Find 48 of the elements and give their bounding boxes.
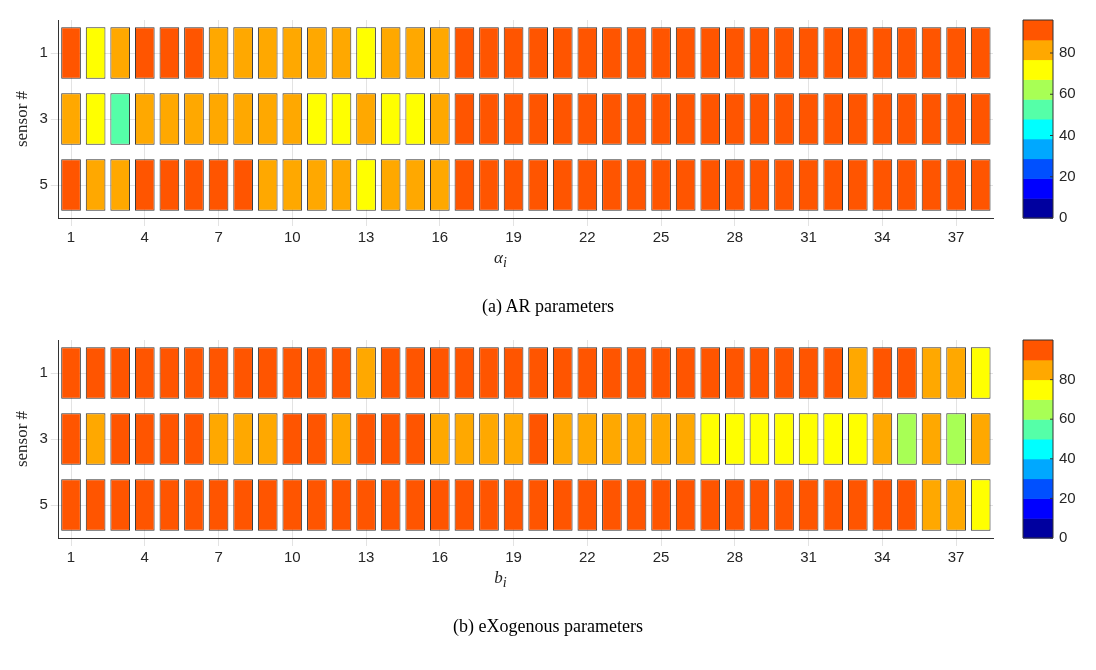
- color-bar-label: 40: [1059, 448, 1076, 466]
- x-tick-label: 4: [140, 548, 149, 566]
- x-tick-label: 7: [214, 228, 223, 246]
- y-tick-label: 5: [39, 495, 48, 513]
- x-tick-label: 34: [874, 228, 891, 246]
- y-axis-title: sensor #: [11, 90, 31, 148]
- x-tick-label: 37: [947, 228, 965, 246]
- x-tick-label: 19: [505, 228, 522, 246]
- x-tick-label: 19: [505, 548, 522, 566]
- x-tick-label: 1: [66, 548, 76, 566]
- color-bar-label: 60: [1059, 409, 1076, 427]
- x-tick-label: 16: [431, 548, 449, 566]
- color-bar-label: 40: [1059, 125, 1076, 143]
- y-tick-label: 3: [39, 429, 48, 447]
- x-tick-label: 31: [800, 548, 817, 566]
- x-tick-label: 4: [140, 228, 149, 246]
- x-tick-label: 25: [652, 228, 670, 246]
- x-tick-label: 13: [357, 548, 375, 566]
- x-tick-label: 16: [431, 228, 449, 246]
- x-tick-label: 13: [357, 228, 375, 246]
- color-bar-label: 0: [1059, 528, 1068, 546]
- color-bar-label: 0: [1059, 208, 1068, 226]
- x-tick-label: 25: [652, 548, 670, 566]
- color-bar-label: 60: [1059, 84, 1076, 102]
- color-bar-label: 80: [1059, 43, 1076, 61]
- x-tick-label: 7: [214, 548, 223, 566]
- y-tick-label: 5: [39, 175, 48, 193]
- x-tick-label: 34: [874, 548, 891, 566]
- color-bar-label: 20: [1059, 166, 1076, 184]
- x-tick-label: 28: [726, 548, 744, 566]
- x-axis-title: α$_{i}$: [493, 248, 508, 272]
- x-tick-label: 10: [283, 228, 301, 246]
- x-tick-label: 31: [800, 228, 817, 246]
- x-tick-label: 1: [66, 228, 76, 246]
- x-tick-label: 10: [283, 548, 301, 566]
- y-tick-label: 1: [39, 363, 48, 381]
- x-tick-label: 28: [726, 228, 744, 246]
- y-axis-title: sensor #: [11, 410, 31, 468]
- y-tick-label: 1: [39, 43, 48, 61]
- x-tick-label: 37: [947, 548, 965, 566]
- x-axis-title: b$_{i}$: [493, 568, 508, 592]
- y-tick-label: 3: [39, 109, 48, 127]
- text: (b) eXogenous parameters: [452, 616, 644, 637]
- color-bar-label: 80: [1059, 369, 1076, 387]
- color-bar-label: 20: [1059, 488, 1076, 506]
- x-tick-label: 22: [578, 548, 596, 566]
- x-tick-label: 22: [578, 228, 596, 246]
- text: (a) AR parameters: [481, 296, 615, 317]
